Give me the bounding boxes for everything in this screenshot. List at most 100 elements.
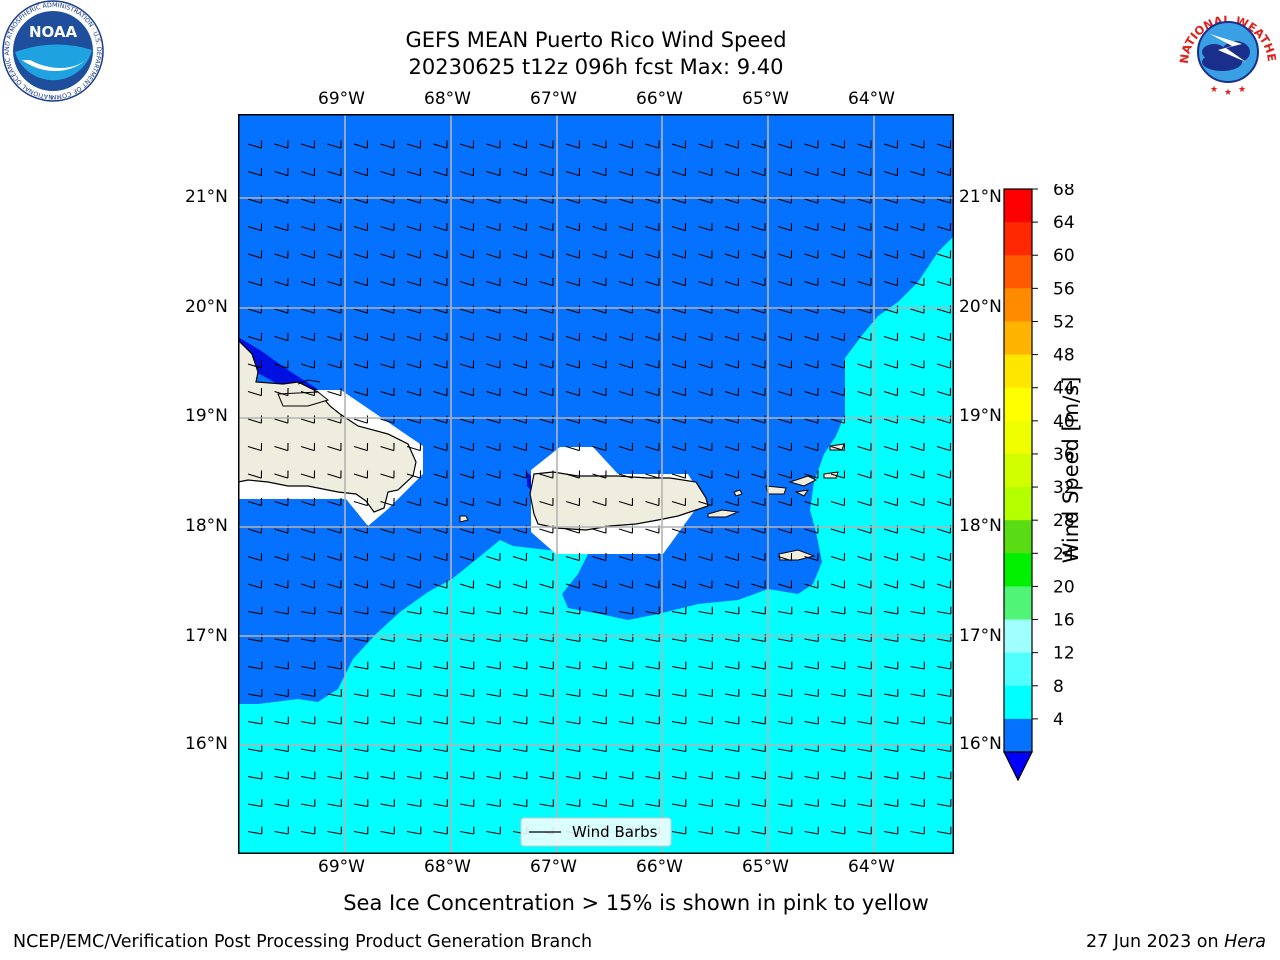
wind-barb: [327, 250, 342, 259]
wind-barb: [459, 470, 475, 479]
wind-barb: [804, 606, 819, 615]
wind-barb: [883, 360, 899, 369]
wind-barb: [804, 387, 819, 397]
wind-barb: [936, 552, 952, 562]
wind-barb: [486, 552, 501, 562]
wind-barb: [406, 826, 422, 835]
wind-barb: [671, 470, 687, 479]
wind-barb: [512, 689, 528, 698]
wind-barb: [512, 387, 528, 397]
wind-barb: [592, 195, 607, 204]
wind-barb: [539, 222, 554, 232]
wind-barb: [353, 799, 369, 808]
wind-barb: [804, 250, 819, 259]
wind-barb: [804, 140, 819, 149]
wind-barb: [380, 305, 395, 314]
wind-barb: [698, 277, 713, 287]
wind-barb: [459, 305, 475, 314]
wind-barb: [539, 580, 554, 589]
wind-barb: [247, 497, 263, 507]
wind-barb: [857, 415, 872, 424]
wind-barb: [618, 771, 634, 780]
wind-barb: [830, 332, 846, 342]
colorbar: 68 64 60 56 52 48 44 40 36 32 28 24 20 16 12 8 4: [1003, 184, 1075, 782]
wind-barb: [830, 250, 846, 259]
wind-barb: [857, 689, 872, 698]
wind-barb: [857, 305, 872, 314]
wind-barb: [592, 442, 607, 452]
wind-barb: [274, 250, 289, 259]
wind-barb: [327, 387, 342, 397]
wind-barb: [698, 771, 713, 780]
wind-barb: [698, 167, 713, 177]
wind-barb: [645, 305, 660, 314]
wind-barb: [406, 661, 422, 670]
lat-label-right: 19°N: [959, 406, 1002, 426]
wind-barb: [380, 771, 395, 780]
wind-barb: [433, 826, 448, 835]
wind-barb: [353, 826, 369, 835]
wind-barb: [565, 771, 581, 780]
wind-barb: [751, 360, 766, 369]
wind-barb: [751, 140, 766, 149]
wind-barb: [406, 716, 422, 725]
wind-barb: [247, 195, 263, 204]
wind-barb: [274, 661, 289, 670]
wind-barb: [353, 689, 369, 698]
wind-barb: [433, 470, 448, 479]
wind-barb: [406, 305, 422, 314]
wind-barb: [300, 689, 316, 698]
wind-barb: [857, 277, 872, 287]
wind-barb: [751, 470, 766, 479]
wind-barb: [300, 305, 316, 314]
wind-barb: [618, 661, 634, 670]
colorbar-tick-label: 52: [1053, 312, 1075, 332]
wind-barb: [565, 661, 581, 670]
wind-barb: [592, 689, 607, 698]
wind-barb: [618, 250, 634, 259]
wind-barb: [857, 661, 872, 670]
wind-barb: [724, 497, 740, 507]
colorbar-band: [1004, 453, 1032, 488]
wind-barb: [486, 140, 501, 149]
wind-barb: [274, 167, 289, 177]
wind-barb: [406, 195, 422, 204]
wind-barb: [645, 415, 660, 424]
wind-barb: [936, 167, 952, 177]
wind-barb: [830, 387, 846, 397]
wind-barb: [804, 716, 819, 725]
wind-barb: [353, 195, 369, 204]
wind-barb: [751, 771, 766, 780]
wind-barb: [857, 195, 872, 204]
wind-barb: [936, 277, 952, 287]
wind-barb: [724, 332, 740, 342]
wind-barb: [618, 332, 634, 342]
lon-label-bottom: 65°W: [742, 857, 789, 877]
wind-barb: [247, 250, 263, 259]
wind-barb: [512, 222, 528, 232]
wind-barb: [883, 580, 899, 589]
nws-logo: NATIONAL WEATHER SERVICE ★ ★ ★: [1176, 0, 1279, 98]
wind-barb: [512, 606, 528, 615]
wind-barb: [353, 222, 369, 232]
wind-barb: [671, 689, 687, 698]
wind-barb: [698, 195, 713, 204]
wind-barb: [459, 277, 475, 287]
wind-barb: [830, 826, 846, 835]
wind-barb: [724, 470, 740, 479]
wind-barb: [406, 332, 422, 342]
wind-barb: [406, 277, 422, 287]
wind-barb: [618, 606, 634, 615]
wind-barb: [645, 250, 660, 259]
wind-barb: [830, 222, 846, 232]
wind-barb: [936, 222, 952, 232]
wind-barb: [433, 606, 448, 615]
wind-barb: [539, 277, 554, 287]
wind-barb: [804, 826, 819, 835]
wind-barb: [804, 689, 819, 698]
wind-barb: [327, 140, 342, 149]
wind-barb: [777, 140, 793, 149]
wind-barb: [327, 661, 342, 670]
wind-barb: [724, 442, 740, 452]
wind-barb: [539, 689, 554, 698]
